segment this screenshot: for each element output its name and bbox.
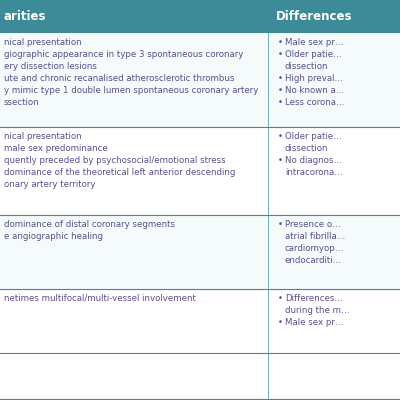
Text: •: • [278,318,283,326]
Text: Older patie…: Older patie… [285,132,342,140]
Text: •: • [278,156,283,165]
Text: Older patie…: Older patie… [285,50,342,59]
Text: y mimic type 1 double lumen spontaneous coronary artery: y mimic type 1 double lumen spontaneous … [4,86,258,95]
Bar [0,127,400,215]
Text: Presence o…: Presence o… [285,220,340,228]
Text: Less corona…: Less corona… [285,98,344,107]
Bar [0,289,400,353]
Text: Differences: Differences [276,10,352,23]
Bar [0,215,400,289]
Text: giographic appearance in type 3 spontaneous coronary: giographic appearance in type 3 spontane… [4,50,243,59]
Text: e angiographic healing: e angiographic healing [4,232,103,240]
Bar [0,33,400,127]
Text: nical presentation: nical presentation [4,132,82,140]
Text: •: • [278,74,283,83]
Text: Male sex pr…: Male sex pr… [285,38,343,46]
Text: Male sex pr…: Male sex pr… [285,318,343,326]
Text: endocarditi…: endocarditi… [285,256,342,265]
Text: ery dissection lesions: ery dissection lesions [4,62,97,70]
Text: No diagnos…: No diagnos… [285,156,342,165]
Text: High preval…: High preval… [285,74,343,83]
Text: Differences…: Differences… [285,294,343,302]
Text: •: • [278,294,283,302]
Text: atrial fibrilla…: atrial fibrilla… [285,232,345,240]
Text: onary artery territory: onary artery territory [4,180,96,189]
Text: dissection: dissection [285,62,328,70]
Text: •: • [278,38,283,46]
Text: •: • [278,220,283,228]
Text: cardiomyop…: cardiomyop… [285,244,344,253]
Text: No known a…: No known a… [285,86,344,95]
Text: quently preceded by psychosocial/emotional stress: quently preceded by psychosocial/emotion… [4,156,226,165]
Text: •: • [278,98,283,107]
Bar [0,0,400,33]
Text: dominance of the theoretical left anterior descending: dominance of the theoretical left anteri… [4,168,235,177]
Text: dominance of distal coronary segments: dominance of distal coronary segments [4,220,175,228]
Text: male sex predominance: male sex predominance [4,144,108,153]
Text: intracorona…: intracorona… [285,168,343,177]
Text: •: • [278,132,283,140]
Text: •: • [278,86,283,95]
Text: ssection: ssection [4,98,40,107]
Text: nical presentation: nical presentation [4,38,82,46]
Text: arities: arities [4,10,46,23]
Text: netimes multifocal/multi-vessel involvement: netimes multifocal/multi-vessel involvem… [4,294,196,302]
Text: during the m…: during the m… [285,306,350,314]
Text: dissection: dissection [285,144,328,153]
Text: ute and chronic recanalised atherosclerotic thrombus: ute and chronic recanalised atherosclero… [4,74,234,83]
Text: •: • [278,50,283,59]
